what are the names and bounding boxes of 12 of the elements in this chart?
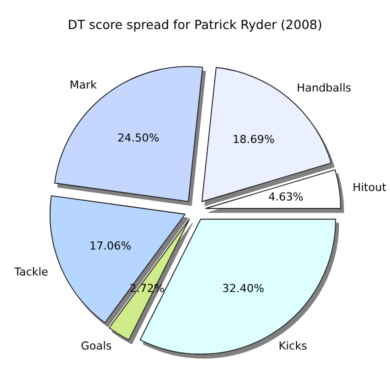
slice-label: Tackle bbox=[13, 266, 48, 279]
slice-label: Goals bbox=[80, 340, 112, 353]
data-label: 18.69% bbox=[232, 133, 275, 146]
slice-label: Handballs bbox=[296, 81, 352, 94]
data-label: 17.06% bbox=[89, 240, 132, 253]
slice-label: Hitout bbox=[352, 180, 387, 194]
data-label: 32.40% bbox=[222, 282, 264, 295]
data-label: 24.50% bbox=[117, 132, 160, 145]
chart-title: DT score spread for Patrick Ryder (2008) bbox=[68, 17, 322, 32]
slice-label: Kicks bbox=[278, 339, 308, 352]
slice-label: Mark bbox=[70, 78, 98, 92]
data-label: 4.63% bbox=[268, 190, 304, 204]
